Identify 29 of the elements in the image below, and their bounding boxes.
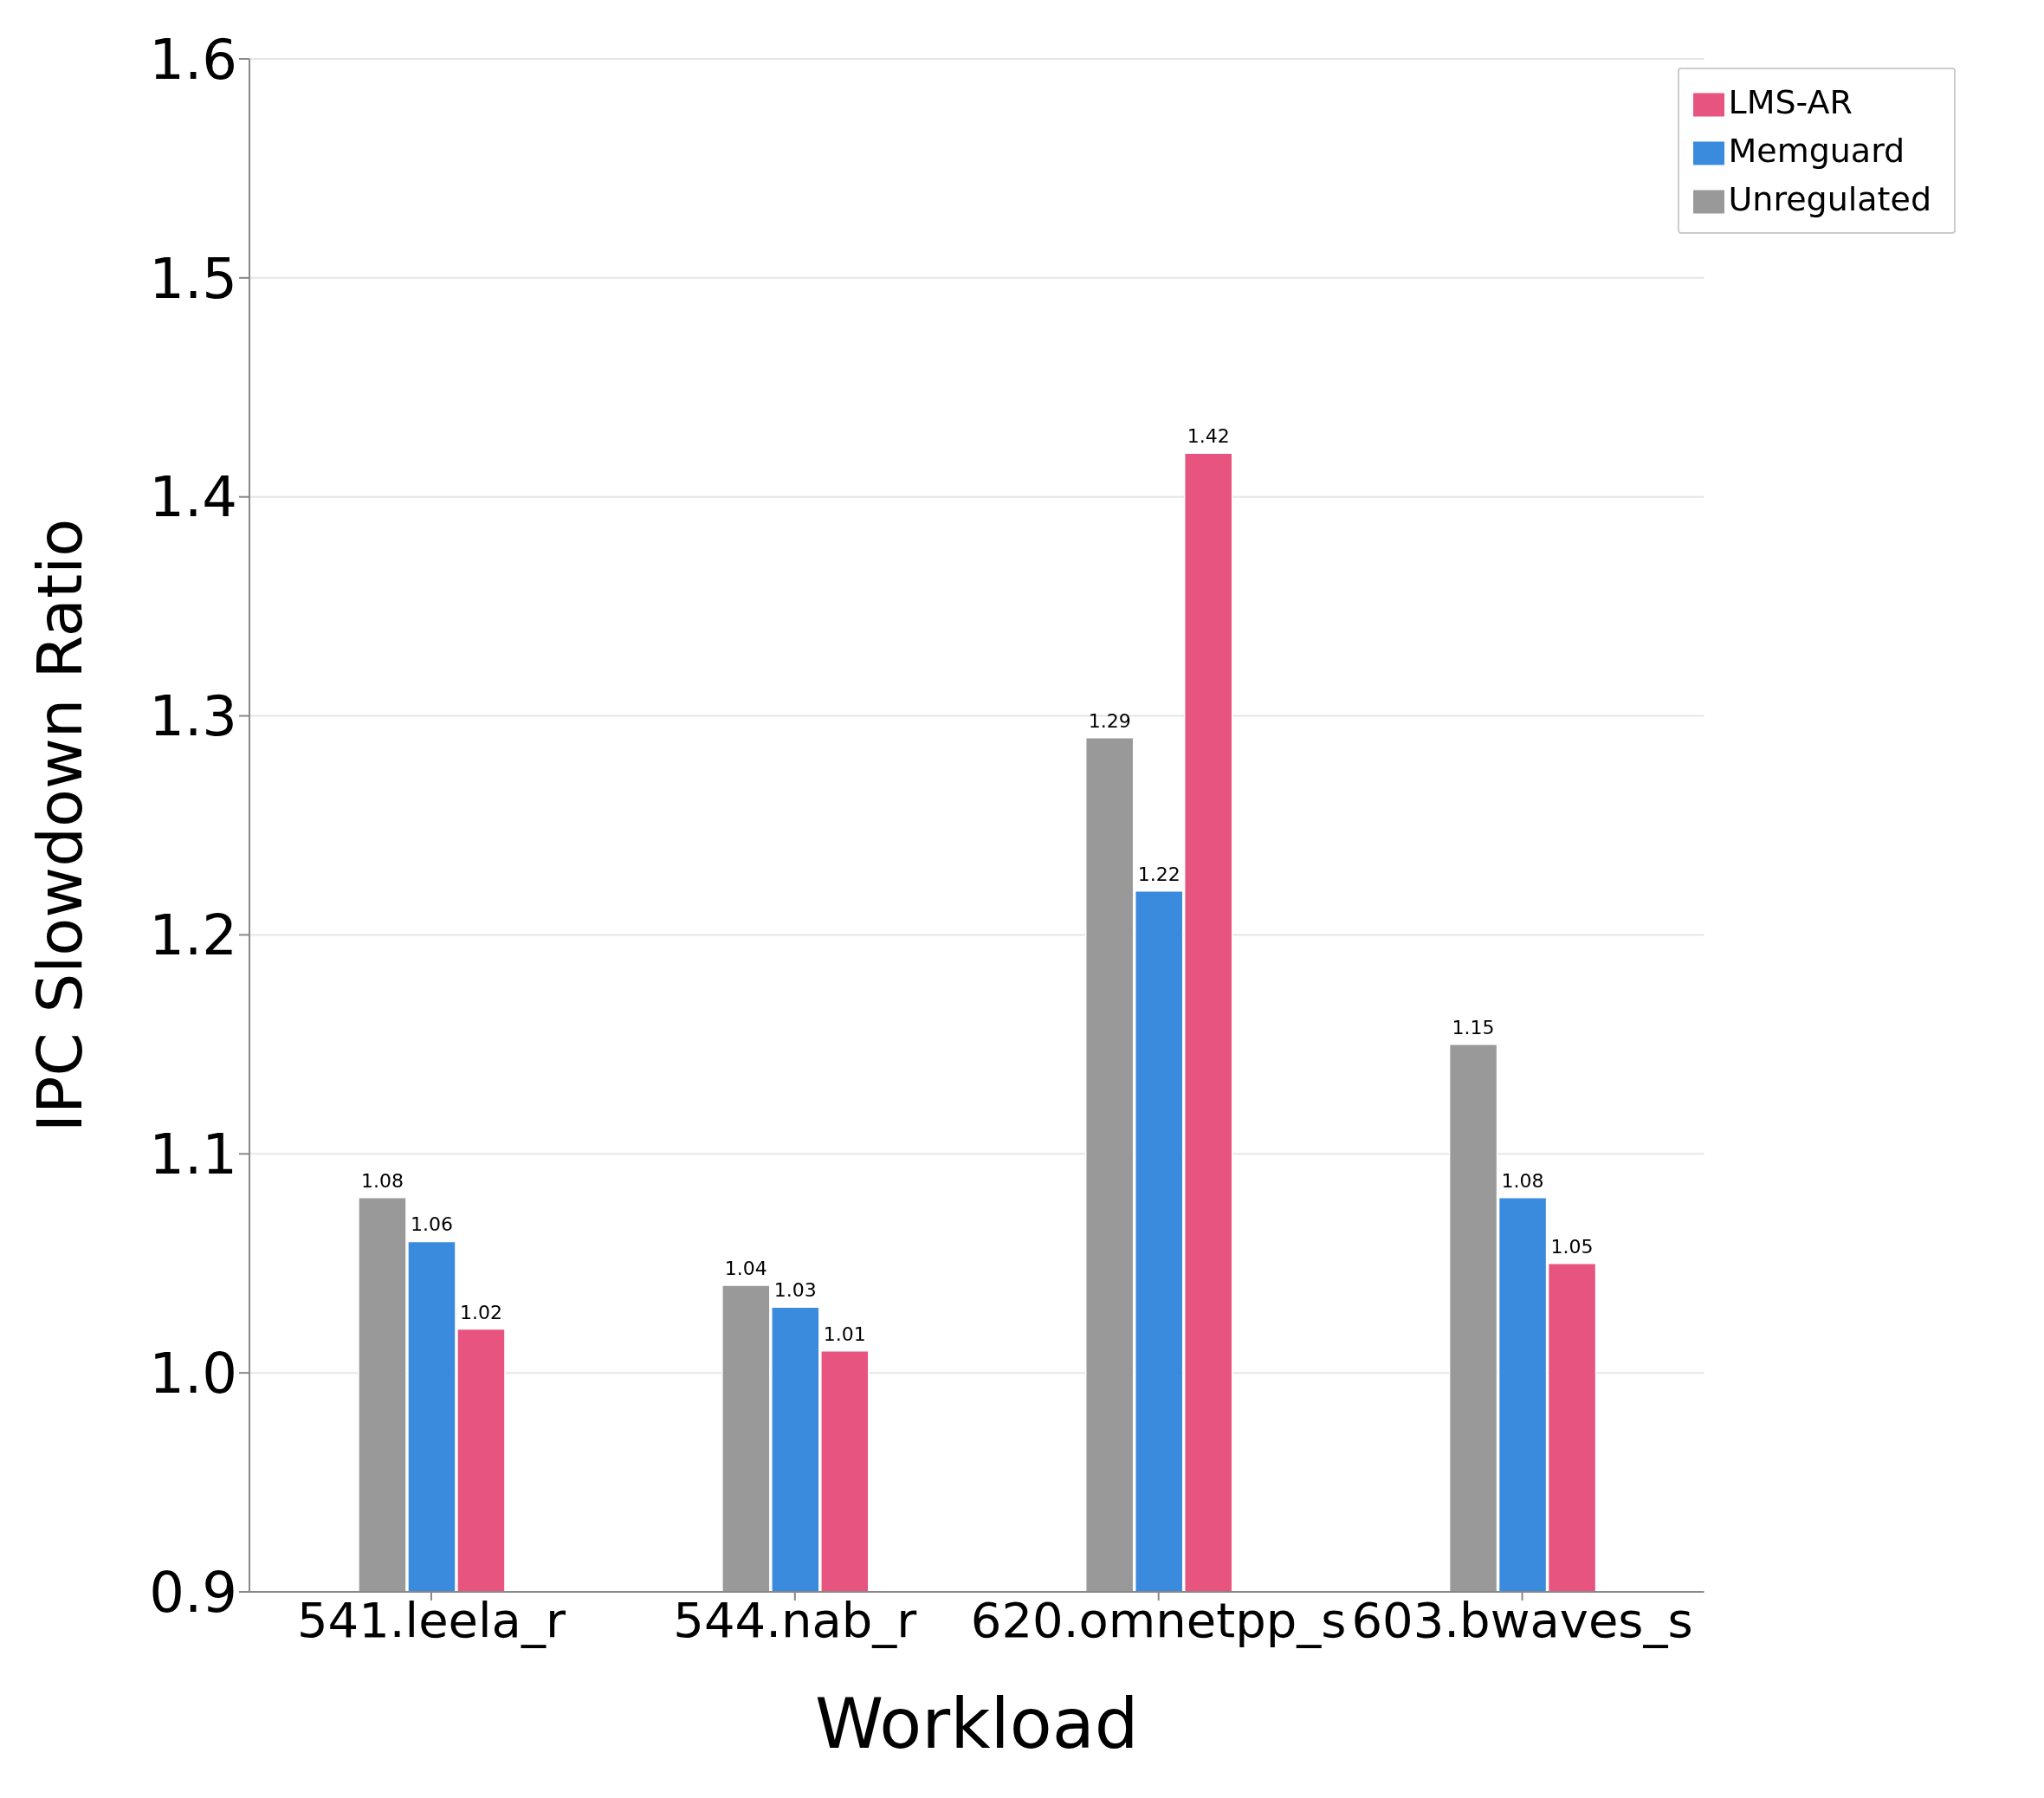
y-tick-label: 1.3: [149, 684, 237, 749]
y-tick-label: 0.9: [149, 1560, 237, 1625]
data-label: 1.22: [1137, 863, 1180, 885]
y-tick-label: 1.4: [149, 465, 237, 530]
y-tick-label: 1.2: [149, 903, 237, 968]
y-tick-label: 1.6: [149, 27, 237, 92]
legend-label: Memguard: [1728, 132, 1905, 170]
data-label: 1.08: [360, 1169, 404, 1192]
data-label: 1.04: [724, 1258, 767, 1279]
y-tick-label: 1.1: [149, 1122, 237, 1187]
x-tick-label: 603.bwaves_s: [1351, 1591, 1693, 1648]
data-label: 1.29: [1088, 709, 1131, 732]
y-tick-label: 1.0: [149, 1341, 237, 1406]
data-label: 1.05: [1550, 1235, 1594, 1258]
x-tick-label: 620.omnetpp_s: [970, 1591, 1347, 1648]
x-tick-label: 541.leela_r: [296, 1591, 566, 1648]
data-label: 1.15: [1452, 1016, 1495, 1038]
x-axis-title: Workload: [814, 1684, 1139, 1764]
x-tick-label: 544.nab_r: [673, 1591, 918, 1648]
legend-label: Unregulated: [1728, 180, 1931, 218]
data-label: 1.08: [1501, 1169, 1544, 1192]
data-label: 1.03: [773, 1279, 817, 1302]
data-label: 1.06: [410, 1213, 453, 1236]
y-tick-label: 1.5: [149, 246, 237, 311]
data-label: 1.42: [1187, 425, 1230, 448]
legend-label: LMS-AR: [1728, 83, 1853, 121]
data-label: 1.01: [823, 1323, 866, 1345]
y-axis-title: IPC Slowdown Ratio: [23, 518, 96, 1133]
data-label: 1.02: [459, 1301, 502, 1323]
